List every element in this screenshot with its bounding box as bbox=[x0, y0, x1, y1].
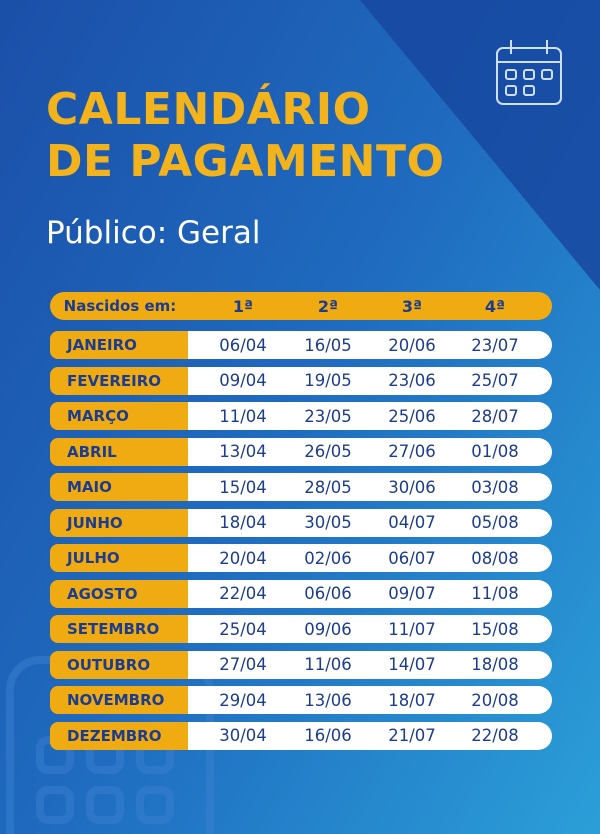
column-header: 3ª bbox=[401, 296, 423, 316]
row-bg bbox=[188, 331, 552, 359]
date-cell: 11/07 bbox=[388, 619, 436, 639]
date-cell: 19/05 bbox=[304, 371, 352, 390]
date-cell: 27/04 bbox=[219, 655, 267, 674]
date-cell: 28/07 bbox=[471, 406, 519, 426]
date-cell: 21/07 bbox=[388, 726, 436, 745]
date-cell: 25/04 bbox=[219, 619, 267, 639]
row-bg bbox=[188, 508, 552, 537]
date-cell: 13/04 bbox=[219, 442, 267, 461]
row-bg bbox=[188, 615, 552, 643]
row-bg bbox=[188, 366, 552, 395]
row-bg bbox=[188, 437, 552, 466]
month-label: FEVEREIRO bbox=[67, 371, 162, 390]
date-cell: 28/05 bbox=[304, 477, 352, 497]
month-label: MAIO bbox=[67, 478, 112, 496]
date-cell: 23/06 bbox=[388, 371, 436, 390]
date-cell: 27/06 bbox=[388, 442, 436, 461]
row-bg bbox=[188, 686, 552, 714]
row-label-bg bbox=[50, 650, 190, 679]
date-cell: 26/05 bbox=[304, 442, 352, 461]
date-cell: 06/04 bbox=[219, 335, 267, 355]
date-cell: 09/07 bbox=[388, 584, 436, 603]
month-label: JULHO bbox=[67, 549, 120, 567]
date-cell: 25/07 bbox=[471, 371, 519, 390]
row-bg bbox=[188, 473, 552, 501]
calendar-icon bbox=[496, 40, 562, 105]
date-cell: 23/05 bbox=[304, 406, 352, 426]
date-cell: 23/07 bbox=[471, 335, 519, 355]
month-label: DEZEMBRO bbox=[67, 726, 162, 745]
date-cell: 06/06 bbox=[304, 584, 352, 603]
date-cell: 15/08 bbox=[471, 619, 519, 639]
corner-shape bbox=[360, 0, 600, 290]
row-bg bbox=[188, 579, 552, 608]
date-cell: 08/08 bbox=[471, 548, 519, 568]
row-label-bg bbox=[50, 331, 190, 359]
date-cell: 18/07 bbox=[388, 690, 436, 710]
row-label-bg bbox=[50, 366, 190, 395]
date-cell: 30/04 bbox=[219, 726, 267, 745]
month-label: AGOSTO bbox=[67, 584, 138, 603]
date-cell: 04/07 bbox=[388, 513, 436, 532]
date-cell: 09/06 bbox=[304, 619, 352, 639]
row-label-bg bbox=[50, 686, 190, 714]
row-label-bg bbox=[50, 579, 190, 608]
row-bg bbox=[188, 650, 552, 679]
row-bg bbox=[188, 402, 552, 430]
header-row bbox=[50, 292, 552, 320]
date-cell: 22/08 bbox=[471, 726, 519, 745]
date-cell: 18/04 bbox=[219, 513, 267, 532]
date-cell: 16/05 bbox=[304, 335, 352, 355]
column-header: 2ª bbox=[317, 296, 339, 316]
column-header: 1ª bbox=[232, 296, 254, 316]
date-cell: 20/08 bbox=[471, 690, 519, 710]
date-cell: 30/06 bbox=[388, 477, 436, 497]
row-label-bg bbox=[50, 437, 190, 466]
month-label: NOVEMBRO bbox=[67, 691, 165, 709]
date-cell: 06/07 bbox=[388, 548, 436, 568]
row-bg bbox=[188, 544, 552, 572]
date-cell: 25/06 bbox=[388, 406, 436, 426]
date-cell: 09/04 bbox=[219, 371, 267, 390]
date-cell: 05/08 bbox=[471, 513, 519, 532]
row-label-bg bbox=[50, 615, 190, 643]
date-cell: 22/04 bbox=[219, 584, 267, 603]
title-line: CALENDÁRIO bbox=[46, 84, 371, 135]
date-cell: 02/06 bbox=[304, 548, 352, 568]
date-cell: 14/07 bbox=[388, 655, 436, 674]
column-header: 4ª bbox=[484, 296, 506, 316]
title-line: DE PAGAMENTO bbox=[46, 136, 445, 187]
month-label: JUNHO bbox=[67, 513, 123, 532]
month-label: JANEIRO bbox=[67, 336, 137, 354]
row-label-bg bbox=[50, 402, 190, 430]
date-cell: 13/06 bbox=[304, 690, 352, 710]
date-cell: 30/05 bbox=[304, 513, 352, 532]
date-cell: 11/08 bbox=[471, 584, 519, 603]
month-label: SETEMBRO bbox=[67, 620, 160, 638]
date-cell: 11/06 bbox=[304, 655, 352, 674]
month-label: MARÇO bbox=[67, 407, 129, 425]
date-cell: 15/04 bbox=[219, 477, 267, 497]
column-header: Nascidos em: bbox=[63, 297, 177, 315]
month-label: ABRIL bbox=[67, 442, 117, 461]
row-bg bbox=[188, 721, 552, 750]
date-cell: 20/04 bbox=[219, 548, 267, 568]
row-label-bg bbox=[50, 473, 190, 501]
subtitle: Público: Geral bbox=[46, 215, 261, 251]
month-label: OUTUBRO bbox=[67, 655, 151, 674]
date-cell: 11/04 bbox=[219, 406, 267, 426]
date-cell: 01/08 bbox=[471, 442, 519, 461]
row-label-bg bbox=[50, 721, 190, 750]
date-cell: 18/08 bbox=[471, 655, 519, 674]
date-cell: 20/06 bbox=[388, 335, 436, 355]
row-label-bg bbox=[50, 508, 190, 537]
row-label-bg bbox=[50, 544, 190, 572]
date-cell: 29/04 bbox=[219, 690, 267, 710]
date-cell: 03/08 bbox=[471, 477, 519, 497]
date-cell: 16/06 bbox=[304, 726, 352, 745]
